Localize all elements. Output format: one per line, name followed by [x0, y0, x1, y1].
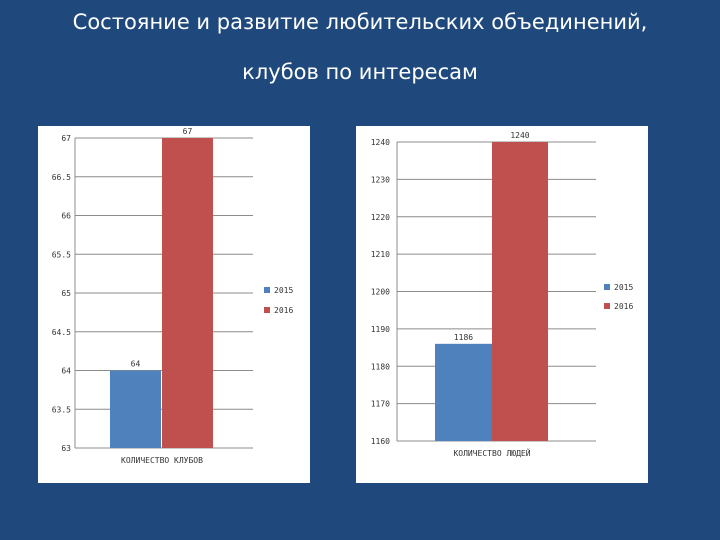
- y-tick-label: 65.5: [52, 250, 71, 259]
- chart-people: 1160 1170 1180 1190 1200 1210 1220 1230 1240 1186…: [371, 131, 634, 458]
- y-tick-label: 1180: [371, 362, 390, 371]
- legend-label-2015: 2015: [614, 283, 633, 292]
- y-tick-label: 66: [61, 212, 71, 221]
- chart-panel-people: 1160 1170 1180 1190 1200 1210 1220 1230 1240 1186…: [356, 126, 648, 483]
- bar-2015: [110, 370, 161, 448]
- y-tick-label: 65: [61, 289, 71, 298]
- y-tick-label: 63: [61, 444, 71, 453]
- data-label-2015: 1186: [454, 333, 473, 342]
- y-tick-label: 1210: [371, 250, 390, 259]
- legend-label-2015: 2015: [274, 286, 293, 295]
- y-tick-label: 1200: [371, 288, 390, 297]
- y-tick-label: 1230: [371, 175, 390, 184]
- y-tick-label: 1170: [371, 400, 390, 409]
- y-tick-label: 1190: [371, 325, 390, 334]
- slide-title-line1: Состояние и развитие любительских объеди…: [72, 10, 648, 34]
- data-label-2016: 1240: [510, 131, 529, 140]
- legend-swatch-2015: [264, 287, 270, 293]
- bar-2016: [162, 138, 213, 448]
- chart-clubs: 63 63.5 64 64.5 65 65.5 66 66.5 67 64 67 КОЛИЧЕСТВО…: [52, 127, 294, 465]
- legend-label-2016: 2016: [614, 302, 633, 311]
- y-tick-label: 64: [61, 367, 71, 376]
- bar-2015: [435, 343, 492, 441]
- legend-swatch-2016: [264, 307, 270, 313]
- y-tick-label: 1220: [371, 213, 390, 222]
- legend-label-2016: 2016: [274, 306, 293, 315]
- y-tick-label: 66.5: [52, 173, 71, 182]
- category-label: КОЛИЧЕСТВО ЛЮДЕЙ: [453, 447, 530, 458]
- y-tick-label: 1240: [371, 138, 390, 147]
- y-tick-label: 63.5: [52, 405, 71, 414]
- y-tick-label: 1160: [371, 437, 390, 446]
- legend-swatch-2016: [604, 303, 610, 309]
- bar-2016: [492, 142, 548, 441]
- data-label-2016: 67: [183, 127, 193, 136]
- legend-swatch-2015: [604, 284, 610, 290]
- slide-title-line2: клубов по интересам: [242, 60, 478, 84]
- y-tick-label: 67: [61, 134, 71, 143]
- data-label-2015: 64: [131, 360, 141, 369]
- category-label: КОЛИЧЕСТВО КЛУБОВ: [121, 456, 203, 465]
- chart-panel-clubs: 63 63.5 64 64.5 65 65.5 66 66.5 67 64 67 КОЛИЧЕСТВО…: [38, 126, 310, 483]
- y-tick-label: 64.5: [52, 328, 71, 337]
